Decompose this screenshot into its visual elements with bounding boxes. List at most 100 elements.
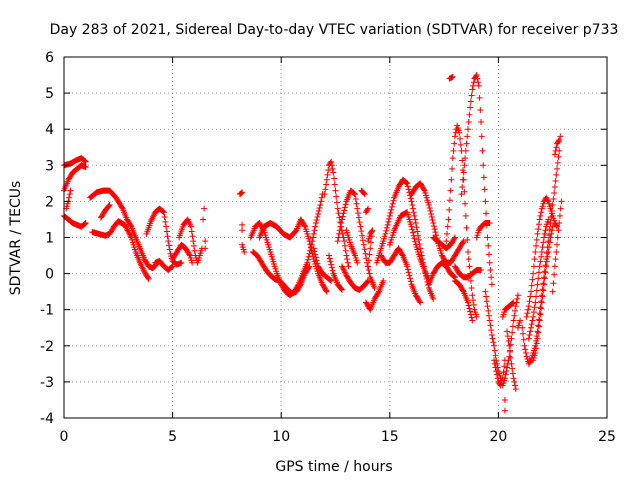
data-point: [509, 300, 516, 307]
data-point: [202, 245, 209, 252]
data-point: [536, 263, 543, 270]
data-point: [475, 79, 482, 86]
data-point: [238, 189, 245, 196]
data-point: [312, 251, 319, 258]
data-point: [201, 205, 208, 212]
data-point: [314, 260, 321, 267]
data-point: [178, 259, 185, 266]
data-point: [388, 203, 395, 210]
data-point: [335, 234, 342, 241]
data-point: [340, 210, 347, 217]
data-point: [451, 140, 458, 147]
data-point: [321, 191, 328, 198]
data-point: [465, 118, 472, 125]
data-point: [540, 287, 547, 294]
axis-ticks: 0 5 10 15 20 25 -4 -3 -2 -1 0 1 2 3 4 5 6: [40, 50, 616, 445]
data-point: [350, 189, 357, 196]
data-point: [481, 186, 488, 193]
data-point: [548, 208, 555, 215]
data-point: [547, 220, 554, 227]
data-point: [387, 209, 394, 216]
y-tick-label: 4: [45, 122, 54, 138]
data-point: [383, 224, 390, 231]
data-point: [430, 223, 437, 230]
data-point: [469, 86, 476, 93]
x-tick-label: 5: [168, 429, 177, 445]
data-point: [491, 347, 498, 354]
data-point: [355, 210, 362, 217]
data-point: [239, 189, 246, 196]
data-point: [540, 239, 547, 246]
data-point: [160, 208, 167, 215]
data-point: [527, 328, 534, 335]
data-point: [341, 238, 348, 245]
data-point: [465, 256, 472, 263]
data-point: [548, 227, 555, 234]
data-point: [444, 223, 451, 230]
x-tick-label: 0: [60, 429, 69, 445]
data-point: [336, 227, 343, 234]
data-point: [533, 345, 540, 352]
data-point: [365, 257, 372, 264]
data-point: [310, 234, 317, 241]
data-point: [509, 323, 516, 330]
data-point: [509, 365, 516, 372]
data-point: [457, 135, 464, 142]
data-point: [461, 162, 468, 169]
data-point: [389, 200, 396, 207]
data-point: [538, 248, 545, 255]
data-point: [362, 250, 369, 257]
data-point: [509, 370, 516, 377]
data-point: [464, 126, 471, 133]
y-tick-label: 5: [45, 86, 54, 102]
data-point: [66, 194, 73, 201]
data-point: [380, 277, 387, 284]
data-point: [527, 324, 534, 331]
data-point: [404, 263, 411, 270]
data-point: [504, 364, 511, 371]
data-point: [164, 233, 171, 240]
data-point: [81, 221, 88, 228]
data-point: [385, 218, 392, 225]
data-point: [540, 280, 547, 287]
data-point: [188, 228, 195, 235]
data-point: [388, 206, 395, 213]
data-point: [541, 268, 548, 275]
data-point: [464, 236, 471, 243]
data-point: [359, 237, 366, 244]
data-point: [332, 187, 339, 194]
y-tick-label: -2: [40, 339, 54, 355]
data-point: [105, 202, 112, 209]
data-point: [365, 263, 372, 270]
data-point: [311, 227, 318, 234]
data-point: [426, 205, 433, 212]
data-point: [555, 153, 562, 160]
data-point: [325, 252, 332, 259]
data-point: [351, 190, 358, 197]
data-point: [445, 216, 452, 223]
data-point: [492, 364, 499, 371]
data-point: [410, 232, 417, 239]
data-point: [127, 233, 134, 240]
data-point: [538, 299, 545, 306]
data-point: [462, 212, 469, 219]
data-point: [354, 259, 361, 266]
data-point: [489, 335, 496, 342]
data-point: [477, 106, 484, 113]
data-point: [459, 239, 466, 246]
data-point: [345, 263, 352, 270]
data-point: [459, 183, 466, 190]
data-point: [541, 275, 548, 282]
data-point: [519, 324, 526, 331]
data-point: [478, 266, 485, 273]
data-point: [357, 223, 364, 230]
data-point: [467, 98, 474, 105]
x-tick-label: 10: [272, 429, 290, 445]
data-point: [323, 176, 330, 183]
data-point: [307, 241, 314, 248]
data-point: [545, 248, 552, 255]
data-point: [538, 305, 545, 312]
data-point: [125, 228, 132, 235]
data-point: [404, 183, 411, 190]
